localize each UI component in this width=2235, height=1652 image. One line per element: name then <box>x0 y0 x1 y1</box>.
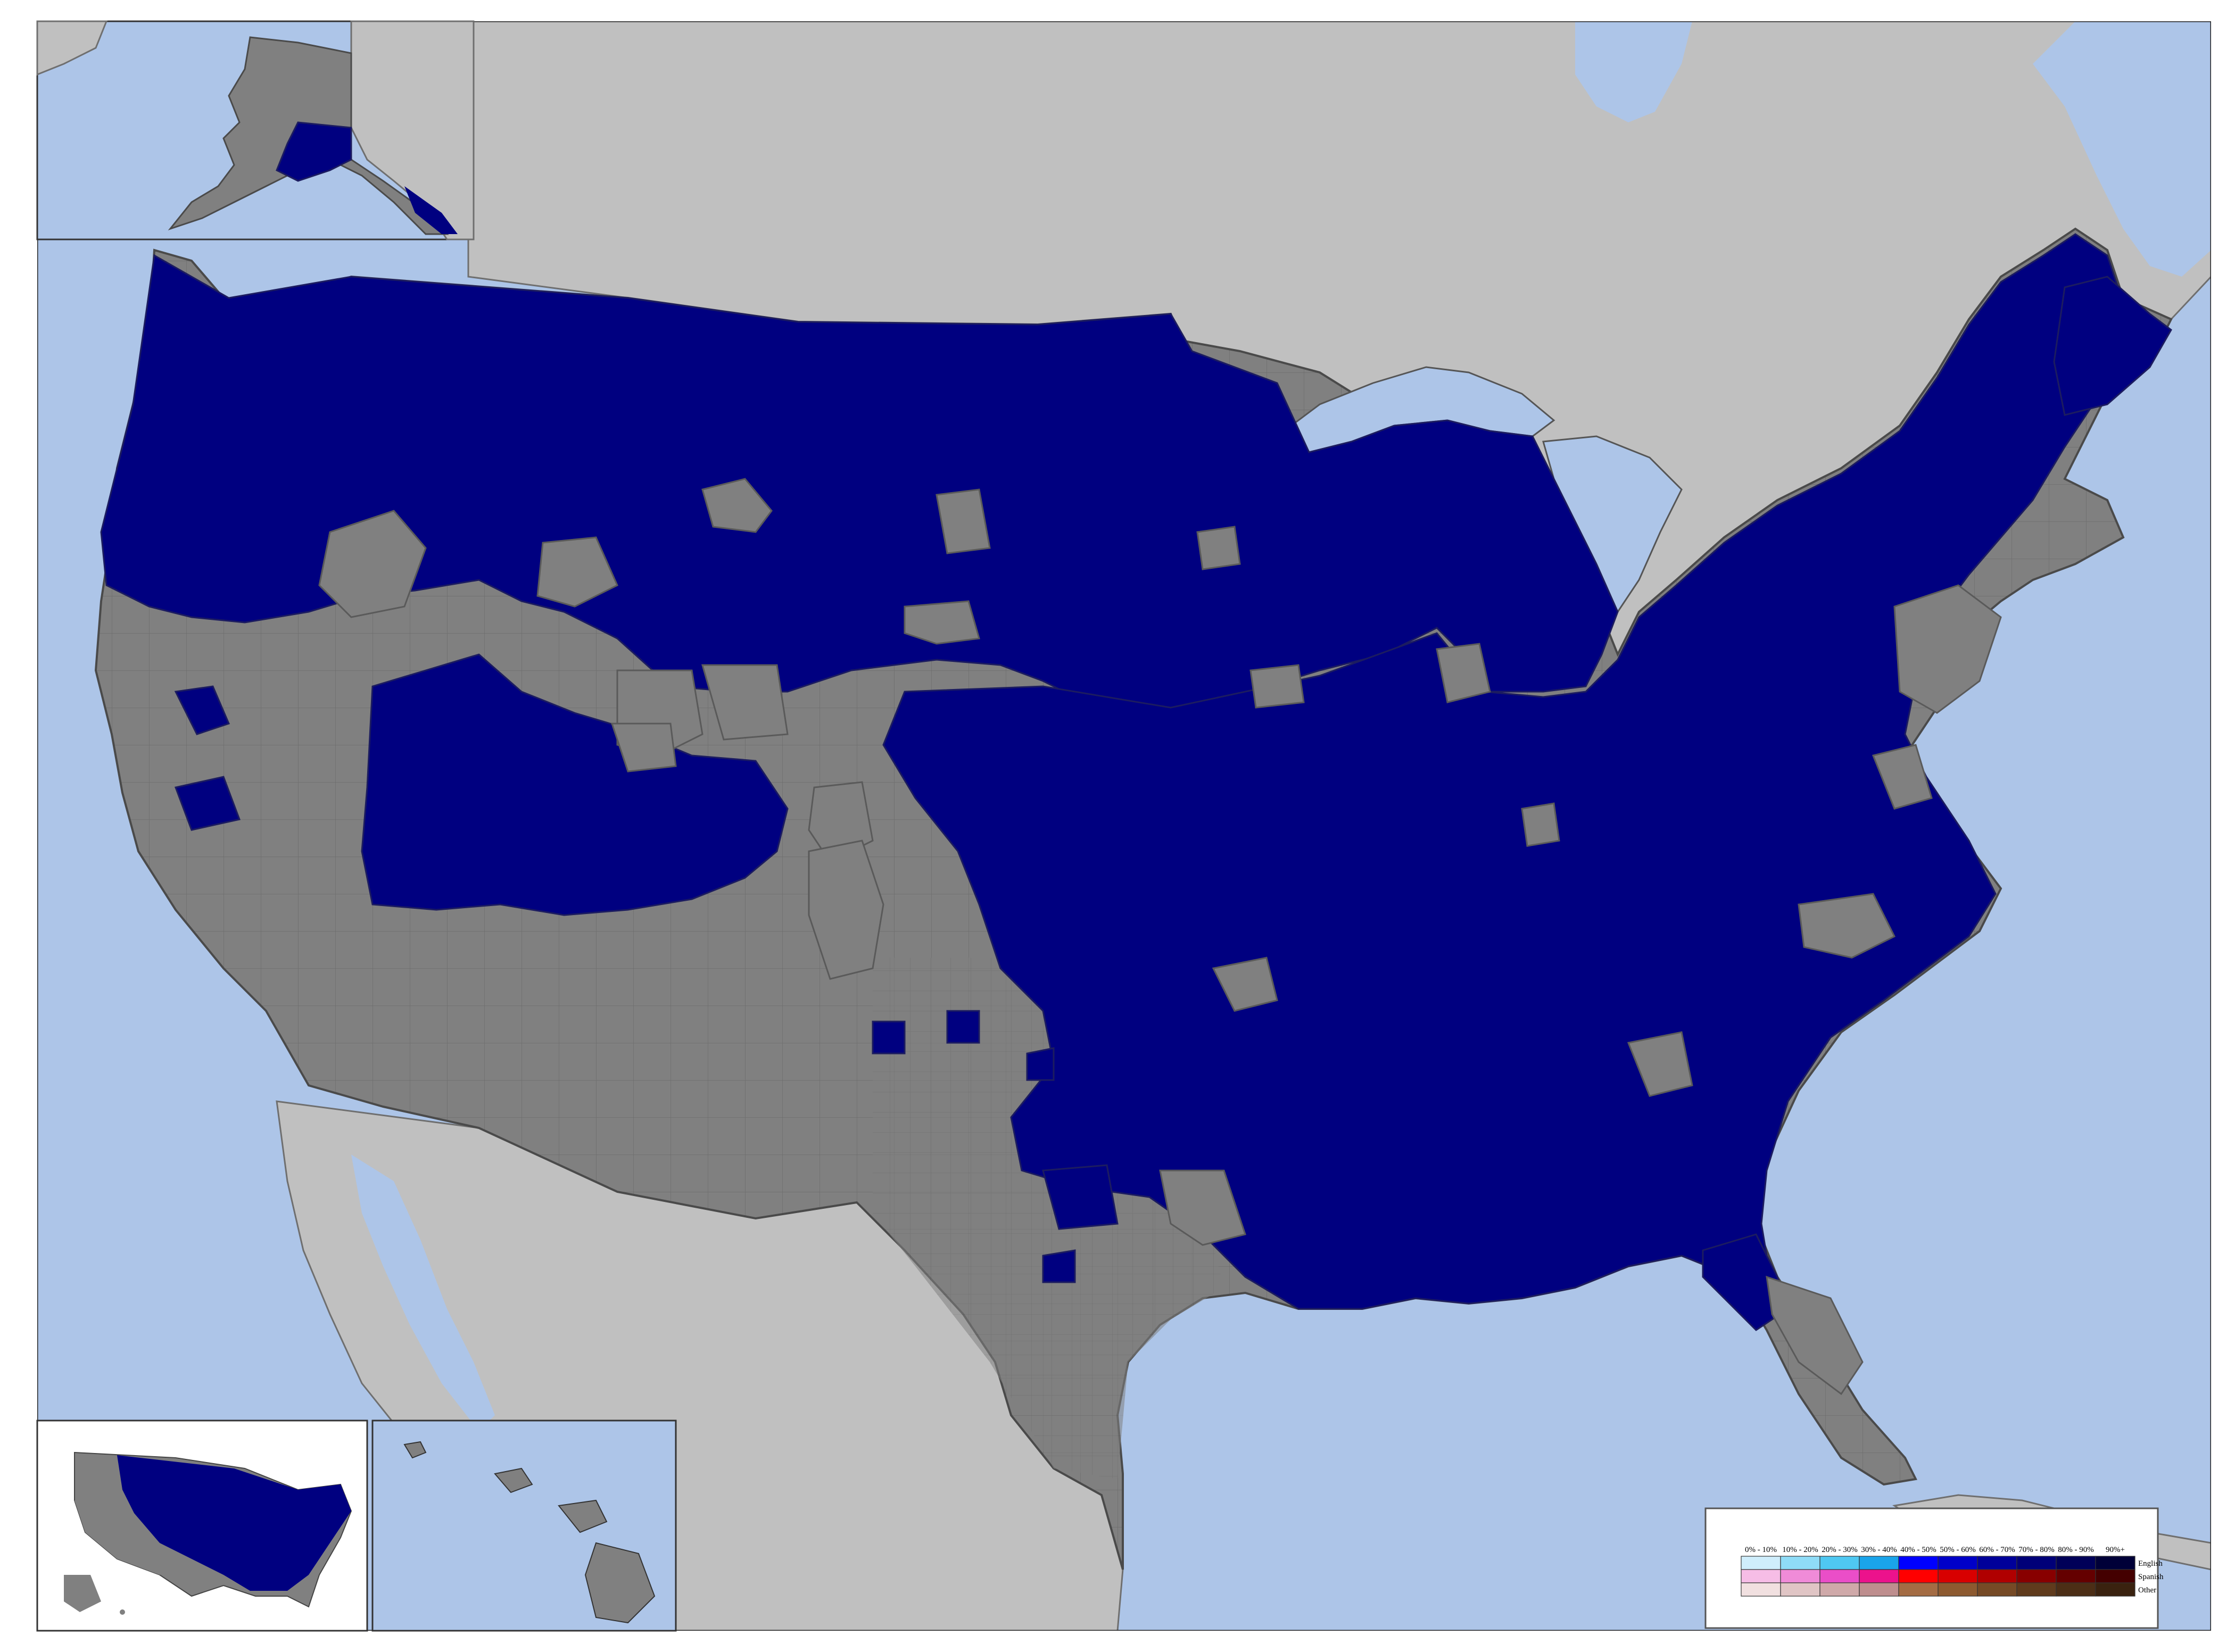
legend-swatch-spanish <box>2016 1569 2057 1583</box>
overview-inset <box>36 1419 368 1632</box>
overview-southwest-grey <box>74 1500 192 1575</box>
legend-swatch-spanish <box>1741 1569 1781 1583</box>
legend-range-label: 10% - 20% <box>1782 1546 1818 1554</box>
legend-swatch-spanish <box>1977 1569 2017 1583</box>
legend-swatch-spanish <box>2095 1569 2135 1583</box>
legend-swatch-english <box>2056 1556 2096 1570</box>
legend-swatch-english <box>1819 1556 1860 1570</box>
legend-swatch-other <box>1741 1582 1781 1597</box>
ca-2 <box>174 776 241 831</box>
legend-swatch-spanish <box>1898 1569 1939 1583</box>
pocket-mo-1 <box>1212 957 1278 1012</box>
legend-swatch-other <box>1938 1582 1978 1597</box>
legend-range-label: 50% - 60% <box>1940 1546 1976 1554</box>
pocket-montana-1 <box>701 478 773 533</box>
pocket-idaho-2 <box>536 536 618 608</box>
region-southeast <box>1702 1233 1789 1331</box>
legend-swatch-spanish <box>1780 1569 1820 1583</box>
legend-swatch-other <box>1977 1582 2017 1597</box>
alaska-inset <box>36 20 475 240</box>
legend-swatch-other <box>1859 1582 1899 1597</box>
legend-swatch-english <box>1977 1556 2017 1570</box>
overview-usa-navy <box>117 1455 351 1591</box>
pocket-il <box>1436 643 1491 703</box>
main-map <box>37 21 2211 1631</box>
pocket-ny-nj <box>1893 584 2002 714</box>
legend-swatch-english <box>1741 1556 1781 1570</box>
pocket-va <box>1872 744 1933 810</box>
legend-row-label: Other <box>2138 1586 2156 1595</box>
pocket-ky <box>1521 802 1560 847</box>
tx-1 <box>1042 1164 1119 1230</box>
legend-range-label: 90%+ <box>2106 1546 2125 1554</box>
ca-1 <box>174 685 230 735</box>
plains-county-grid <box>873 958 1224 1479</box>
pocket-sd-1 <box>904 600 980 645</box>
legend-swatch-other <box>2016 1582 2057 1597</box>
pocket-fla <box>1766 1275 1864 1396</box>
legend-swatch-spanish <box>2056 1569 2096 1583</box>
legend-swatch-spanish <box>1859 1569 1899 1583</box>
non-majority-pockets <box>318 478 2002 1396</box>
overview-alaska <box>64 1575 101 1612</box>
legend-swatch-english <box>2095 1556 2135 1570</box>
legend-range-label: 60% - 70% <box>1979 1546 2015 1554</box>
legend: 0% - 10% 10% - 20% 20% - 30% 30% - 40% 40% -… <box>1704 1507 2164 1629</box>
region-great-basin <box>361 653 789 916</box>
legend-swatch-english <box>1780 1556 1820 1570</box>
legend-range-label: 40% - 50% <box>1900 1546 1936 1554</box>
tx-2 <box>1042 1249 1076 1283</box>
legend-swatch-other <box>1780 1582 1820 1597</box>
legend-range-label: 70% - 80% <box>2018 1546 2055 1554</box>
gulf-st-lawrence <box>2033 21 2211 277</box>
hawaii-kauai <box>403 1441 427 1459</box>
hudson-bay <box>1575 21 1692 122</box>
pocket-nd-1 <box>936 488 991 554</box>
western-english-counties <box>174 685 1119 1283</box>
ks-1 <box>872 1020 906 1055</box>
siberia <box>36 20 108 76</box>
legend-swatch-other <box>2056 1582 2096 1597</box>
alaska-southeast-navy <box>404 186 458 234</box>
legend-swatch-spanish <box>1819 1569 1860 1583</box>
alaska-navy <box>276 121 352 182</box>
legend-range-label: 20% - 30% <box>1822 1546 1858 1554</box>
legend-swatch-spanish <box>1938 1569 1978 1583</box>
legend-swatch-other <box>1819 1582 1860 1597</box>
legend-swatch-english <box>2016 1556 2057 1570</box>
pocket-utah-1 <box>610 723 677 773</box>
region-east <box>882 233 2162 1310</box>
pocket-texas-east <box>1159 1169 1246 1246</box>
pocket-mn-1 <box>1196 526 1241 570</box>
pocket-wy-2 <box>701 664 789 741</box>
hawaii-inset <box>371 1419 677 1632</box>
pocket-ia-1 <box>1249 664 1305 709</box>
legend-swatch-english <box>1859 1556 1899 1570</box>
hawaii-maui <box>558 1499 608 1533</box>
legend-range-labels: 0% - 10% 10% - 20% 20% - 30% 30% - 40% 40% -… <box>1745 1546 2125 1554</box>
tx-ok-1 <box>1026 1047 1055 1081</box>
legend-row-label: Spanish <box>2138 1573 2164 1581</box>
hawaii-oahu <box>494 1467 533 1493</box>
hawaii-big-island <box>584 1542 656 1624</box>
english-majority-counties <box>100 233 2172 1331</box>
legend-range-label: 30% - 40% <box>1861 1546 1897 1554</box>
pocket-ga <box>1627 1031 1693 1097</box>
overview-hawaii <box>120 1609 125 1615</box>
legend-swatch-english <box>1898 1556 1939 1570</box>
region-northeast-maine <box>2053 276 2172 416</box>
legend-swatch-other <box>1898 1582 1939 1597</box>
gulf-of-california <box>351 1155 495 1431</box>
pocket-nc <box>1798 893 1896 959</box>
legend-swatch-english <box>1938 1556 1978 1570</box>
legend-swatch-other <box>2095 1582 2135 1597</box>
ks-2 <box>946 1010 980 1044</box>
pocket-nm-co <box>808 840 884 980</box>
legend-range-label: 80% - 90% <box>2058 1546 2094 1554</box>
legend-range-label: 0% - 10% <box>1745 1546 1777 1554</box>
pocket-idaho-1 <box>318 510 427 618</box>
legend-rows: English Spanish Other <box>1741 1556 2164 1597</box>
legend-row-label: English <box>2138 1559 2163 1568</box>
